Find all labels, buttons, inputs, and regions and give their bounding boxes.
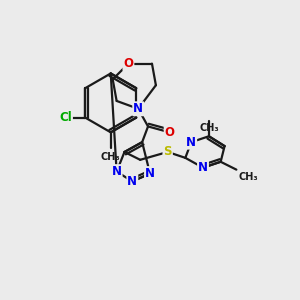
Text: O: O xyxy=(123,57,134,70)
Text: N: N xyxy=(127,175,137,188)
Text: N: N xyxy=(112,165,122,178)
Text: N: N xyxy=(145,167,155,180)
Text: N: N xyxy=(198,161,208,174)
Text: N: N xyxy=(133,102,143,115)
Text: O: O xyxy=(165,126,175,139)
Text: CH₃: CH₃ xyxy=(199,124,219,134)
Text: N: N xyxy=(186,136,196,148)
Text: CH₃: CH₃ xyxy=(238,172,258,182)
Text: S: S xyxy=(164,146,172,158)
Text: Cl: Cl xyxy=(59,111,72,124)
Text: CH₃: CH₃ xyxy=(101,152,121,162)
